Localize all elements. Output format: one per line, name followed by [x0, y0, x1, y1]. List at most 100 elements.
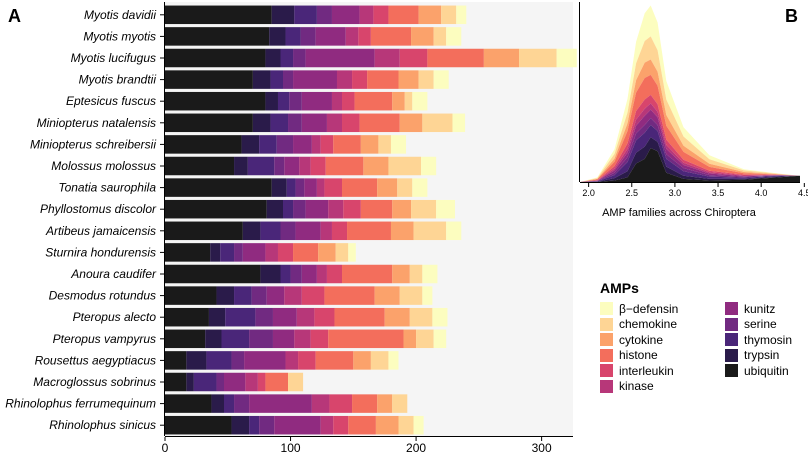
- species-label: Myotis davidii: [84, 8, 156, 22]
- bar-segment: [298, 351, 316, 370]
- species-label: Phyllostomus discolor: [40, 202, 157, 216]
- bar-segment: [295, 221, 321, 241]
- bar-segment: [320, 415, 334, 435]
- bar-segment: [399, 48, 428, 68]
- legend-label: kunitz: [744, 301, 776, 316]
- bar-segment: [165, 286, 217, 305]
- bar-segment: [165, 394, 212, 413]
- density-area: [580, 148, 800, 182]
- bar-segment: [316, 178, 325, 197]
- bar-segment: [272, 307, 297, 327]
- bar-segment: [251, 286, 267, 305]
- bar-segment: [293, 70, 337, 89]
- bar-segment: [301, 264, 317, 284]
- bar-segment: [165, 113, 253, 133]
- bar-segment: [284, 286, 302, 305]
- bar-segment: [216, 286, 235, 305]
- bar-segment: [342, 113, 360, 133]
- bar-segment: [290, 264, 302, 284]
- species-label: Rhinolophus ferrumequinum: [5, 397, 156, 411]
- bar-segment: [272, 329, 295, 349]
- bar-segment: [359, 5, 374, 25]
- bar-segment: [384, 307, 410, 327]
- bar-segment: [252, 70, 271, 89]
- bar-segment: [276, 135, 294, 154]
- bar-segment: [165, 5, 272, 25]
- panel-a-bar-chart: Myotis davidii Myotis myotis Myotis lucifu…: [5, 2, 577, 455]
- species-label: Desmodus rotundus: [49, 289, 156, 303]
- bar-segment: [316, 5, 332, 25]
- bar-segment: [347, 221, 391, 241]
- bar-segment: [352, 394, 378, 413]
- bar-segment: [409, 307, 433, 327]
- bar-segment: [333, 415, 349, 435]
- bar-segment: [300, 27, 316, 46]
- species-label: Macroglossus sobrinus: [33, 375, 156, 389]
- bar-segment: [367, 70, 399, 89]
- bar-segment: [293, 243, 319, 262]
- bar-segment: [208, 307, 226, 327]
- legend-item: ubiquitin: [725, 363, 792, 379]
- species-label: Myotis lucifugus: [71, 51, 156, 65]
- species-label: Myotis brandtii: [79, 73, 157, 87]
- bar-segment: [165, 329, 206, 349]
- density-area: [580, 109, 800, 182]
- legend-label: ubiquitin: [744, 363, 789, 378]
- bar-segment: [324, 178, 343, 197]
- legend-swatch: [600, 379, 613, 393]
- bar-segment: [436, 199, 455, 219]
- x-axis-label-b: AMP families across Chiroptera: [602, 207, 757, 219]
- bar-segment: [360, 135, 379, 154]
- bar-segment: [289, 91, 302, 111]
- bar-segment: [392, 394, 408, 413]
- bar-segment: [441, 5, 457, 25]
- bar-segment: [413, 221, 447, 241]
- panel-b-letter: B: [785, 6, 798, 26]
- species-label: Eptesicus fuscus: [66, 94, 156, 108]
- legend-swatch: [725, 364, 738, 378]
- bar-segment: [315, 27, 346, 46]
- bar-segment: [403, 329, 417, 349]
- density-area: [580, 103, 800, 182]
- bar-segment: [224, 372, 246, 392]
- bar-segment: [433, 329, 447, 349]
- bar-segment: [165, 27, 270, 46]
- bar-segment: [452, 113, 466, 133]
- bar-segment: [288, 372, 304, 392]
- species-label: Molossus molossus: [51, 159, 156, 173]
- bar-segment: [348, 415, 376, 435]
- bar-segment: [358, 27, 371, 46]
- bar-segment: [274, 415, 321, 435]
- bar-segment: [206, 351, 232, 370]
- x-tick-label: 3.5: [712, 188, 725, 198]
- bar-segment: [260, 221, 281, 241]
- bar-segment: [310, 156, 326, 176]
- bar-segment: [412, 178, 428, 197]
- bar-segment: [373, 5, 389, 25]
- bar-segment: [446, 27, 462, 46]
- bar-segment: [377, 394, 393, 413]
- bar-segment: [266, 286, 285, 305]
- bar-segment: [245, 372, 258, 392]
- bar-segment: [301, 113, 327, 133]
- bar-segment: [519, 48, 557, 68]
- legend-title: AMPs: [600, 280, 639, 296]
- bar-segment: [325, 156, 364, 176]
- bar-segment: [165, 264, 261, 284]
- bar-segment: [293, 48, 306, 68]
- bar-segment: [412, 91, 428, 111]
- bar-segment: [418, 70, 434, 89]
- legend-label: chemokine: [619, 317, 678, 332]
- bar-segment: [216, 372, 225, 392]
- bar-segment: [409, 264, 423, 284]
- density-areas: [580, 5, 800, 183]
- bar-segment: [280, 264, 291, 284]
- bar-segment: [411, 27, 434, 46]
- legend-label: kinase: [619, 379, 654, 394]
- bar-segment: [280, 221, 296, 241]
- bar-segment: [305, 48, 375, 68]
- legend-item: kunitz: [725, 301, 792, 317]
- bar-segment: [324, 286, 375, 305]
- bar-segment: [374, 48, 400, 68]
- bar-segment: [378, 135, 391, 154]
